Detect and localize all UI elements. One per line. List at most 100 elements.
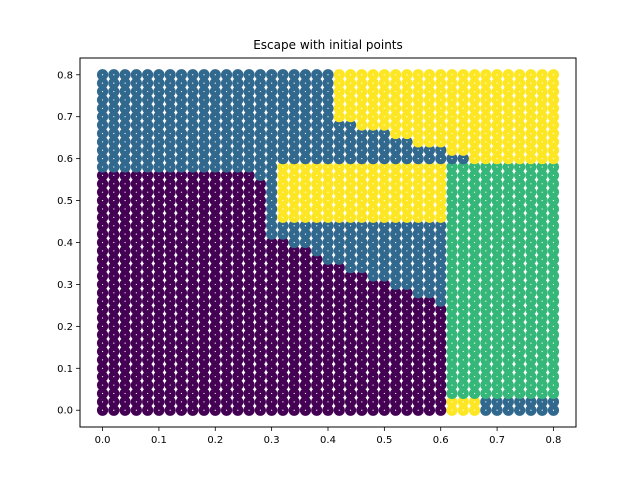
scatter-point-center [259,283,261,286]
scatter-point-center [552,350,555,353]
y-axis: 0.00.10.20.30.40.50.60.70.8 [57,70,80,417]
scatter-point-center [372,99,374,101]
scatter-point-center [147,225,149,227]
scatter-point-center [361,401,363,403]
scatter-point-center [361,199,363,202]
scatter-point-center [395,191,397,193]
scatter-point-center [203,90,205,93]
scatter-point-center [293,158,295,160]
scatter-point-center [462,334,464,336]
scatter-point-center [349,308,352,311]
scatter-point-center [147,392,149,395]
scatter-point-center [327,174,329,177]
scatter-point-center [271,199,273,202]
scatter-point-center [530,317,532,319]
scatter-point-center [507,317,509,319]
scatter-point-center [541,384,543,386]
scatter-point-center [282,359,284,361]
scatter-point-center [237,334,239,336]
scatter-point-center [316,367,318,369]
scatter-point-center [225,174,228,177]
scatter-point-center [147,183,149,185]
scatter-point-center [124,208,126,210]
scatter-point-center [158,250,160,252]
scatter-point-center [417,132,419,135]
scatter-point-center [158,376,160,378]
scatter-point-center [361,208,363,210]
scatter-point-center [248,367,250,369]
scatter-point-center [135,342,137,344]
scatter-point-center [214,376,216,378]
scatter-point-center [225,250,228,252]
scatter-point-center [519,208,521,210]
scatter-point-center [440,124,442,126]
scatter-point-center [361,350,363,353]
scatter-point-center [417,392,419,395]
scatter-point-center [271,241,273,244]
scatter-point-center [395,359,397,361]
scatter-point-center [293,191,295,193]
scatter-point-center [203,334,205,336]
scatter-point-center [383,82,385,84]
scatter-point-center [203,300,205,302]
scatter-point-center [541,350,543,353]
scatter-point-center [349,250,352,252]
scatter-point-center [496,267,498,269]
scatter-point-center [383,275,385,277]
scatter-point-center [203,241,205,244]
scatter-point-center [147,208,149,210]
scatter-point-center [214,334,216,336]
scatter-point-center [451,82,453,84]
chart-title: Escape with initial points [253,38,403,52]
scatter-point-center [462,250,464,252]
scatter-point-center [473,199,476,202]
scatter-point-center [496,241,498,244]
scatter-point-center [485,308,487,311]
scatter-point-center [338,225,340,227]
scatter-point-center [124,401,126,403]
scatter-point-center [259,216,261,218]
scatter-point-center [304,359,307,361]
scatter-point-center [237,392,239,395]
scatter-point-center [440,409,442,411]
scatter-point-center [259,308,261,311]
scatter-point-center [473,359,476,361]
scatter-point-center [259,334,261,336]
scatter-point-center [349,292,352,294]
scatter-point-center [428,392,431,395]
scatter-point-center [462,225,464,227]
scatter-point-center [349,199,352,202]
scatter-point-center [406,342,408,344]
scatter-point-center [395,149,397,151]
scatter-point-center [383,300,385,302]
scatter-point-center [541,208,543,210]
scatter-point-center [383,334,385,336]
scatter-point-center [372,149,374,151]
scatter-point-center [507,183,509,185]
scatter-point-center [225,225,228,227]
scatter-point-center [428,384,431,386]
scatter-point-center [237,225,239,227]
scatter-point-center [349,241,352,244]
scatter-point-center [361,376,363,378]
scatter-point-center [248,267,250,269]
scatter-point-center [135,216,137,218]
scatter-point-center [237,342,239,344]
scatter-point-center [338,342,340,344]
scatter-point-center [496,82,498,84]
scatter-point-center [327,350,329,353]
scatter-point-center [271,409,273,411]
scatter-point-center [169,141,171,143]
scatter-point-center [541,141,543,143]
scatter-point-center [316,275,318,277]
scatter-point-center [417,107,419,109]
scatter-point-center [293,82,295,84]
scatter-point-center [451,367,453,369]
scatter-point-center [552,367,555,369]
scatter-point-center [304,275,307,277]
scatter-point-center [417,275,419,277]
scatter-point-center [485,90,487,93]
scatter-point-center [316,308,318,311]
scatter-point-center [237,233,239,235]
scatter-point-center [361,283,363,286]
